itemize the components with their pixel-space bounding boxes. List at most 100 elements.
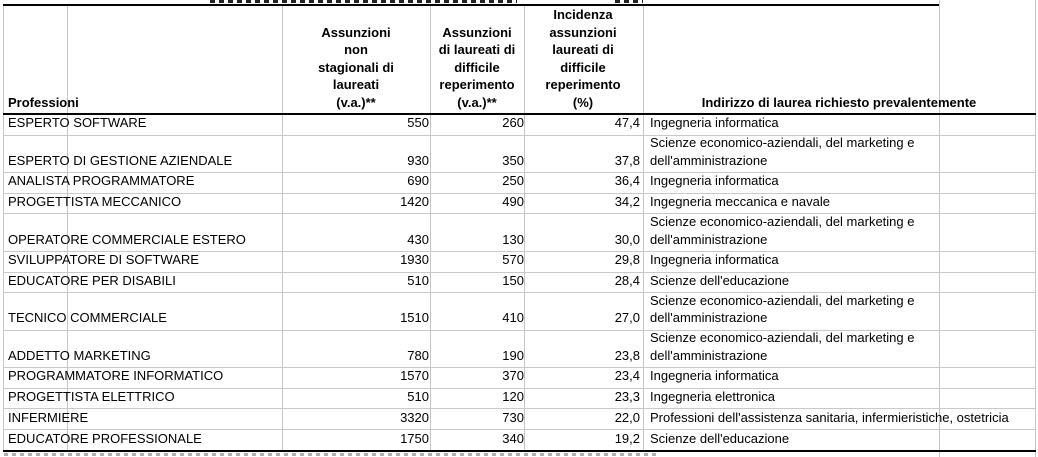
indirizzo-cell: Ingegneria informatica [650, 368, 779, 384]
table-row: ADDETTO MARKETING 780 190 23,8 Scienze econo… [3, 330, 1035, 368]
assunzioni-difficile-cell: 190 [502, 347, 524, 363]
table-top-border [3, 3, 939, 6]
assunzioni-difficile-cell: 570 [502, 252, 524, 268]
grid-line [939, 0, 940, 457]
assunzioni-non-stagionali-cell: 430 [407, 231, 429, 247]
grid-line [3, 4, 4, 450]
indirizzo-cell: Scienze economico-aziendali, del marketi… [650, 214, 915, 247]
indirizzo-cell: Scienze dell'educazione [650, 272, 790, 288]
assunzioni-non-stagionali-cell: 930 [407, 152, 429, 168]
profession-cell: PROGETTISTA MECCANICO [8, 194, 182, 210]
incidenza-pct-cell: 28,4 [614, 272, 640, 288]
assunzioni-non-stagionali-cell: 1510 [400, 310, 429, 326]
table-row: EDUCATORE PER DISABILI 510 150 28,4 Scienze … [3, 273, 1035, 294]
profession-cell: OPERATORE COMMERCIALE ESTERO [8, 231, 246, 247]
assunzioni-non-stagionali-cell: 1750 [400, 431, 429, 447]
assunzioni-non-stagionali-cell: 1570 [400, 368, 429, 384]
incidenza-pct-cell: 22,0 [614, 409, 640, 425]
assunzioni-non-stagionali-cell: 510 [407, 272, 429, 288]
assunzioni-difficile-cell: 340 [502, 431, 524, 447]
table-row: TECNICO COMMERCIALE 1510 410 27,0 Scienze ec… [3, 293, 1035, 331]
incidenza-pct-cell: 23,4 [614, 368, 640, 384]
incidenza-pct-cell: 19,2 [614, 431, 640, 447]
assunzioni-difficile-cell: 730 [502, 409, 524, 425]
assunzioni-difficile-cell: 490 [502, 194, 524, 210]
profession-cell: TECNICO COMMERCIALE [8, 310, 167, 326]
profession-cell: INFERMIERE [8, 409, 89, 425]
assunzioni-difficile-cell: 260 [502, 115, 524, 131]
table-row: ESPERTO DI GESTIONE AZIENDALE 930 350 37,8 S… [3, 135, 1035, 174]
table-row: EDUCATORE PROFESSIONALE 1750 340 19,2 Scienz… [3, 430, 1035, 451]
incidenza-pct-cell: 27,0 [614, 310, 640, 326]
header-assunzioni-difficile-reperimento: Assunzioni di laureati di difficile repe… [438, 24, 516, 110]
header-bottom-border [3, 112, 1036, 115]
grid-line [643, 4, 644, 450]
profession-cell: ESPERTO SOFTWARE [8, 115, 147, 131]
profession-cell: ADDETTO MARKETING [8, 347, 151, 363]
table-row: ANALISTA PROGRAMMATORE 690 250 36,4 Ingegner… [3, 173, 1035, 194]
profession-cell: EDUCATORE PER DISABILI [8, 272, 176, 288]
assunzioni-non-stagionali-cell: 1420 [400, 194, 429, 210]
header-incidenza: Incidenza assunzioni laureati di diffici… [545, 7, 621, 110]
table-header-row: Professioni Assunzioni non stagionali di… [3, 4, 1035, 113]
assunzioni-difficile-cell: 410 [502, 310, 524, 326]
assunzioni-difficile-cell: 350 [502, 152, 524, 168]
table-row: PROGETTISTA MECCANICO 1420 490 34,2 Ingegner… [3, 194, 1035, 215]
profession-cell: PROGETTISTA ELETTRICO [8, 389, 175, 405]
indirizzo-cell: Scienze economico-aziendali, del marketi… [650, 293, 915, 326]
indirizzo-cell: Ingegneria informatica [650, 173, 779, 189]
incidenza-pct-cell: 30,0 [614, 231, 640, 247]
incidenza-pct-cell: 34,2 [614, 194, 640, 210]
assunzioni-non-stagionali-cell: 1930 [400, 252, 429, 268]
clipped-title-text [210, 0, 517, 3]
incidenza-pct-cell: 47,4 [614, 115, 640, 131]
grid-line [67, 4, 68, 450]
indirizzo-cell: Ingegneria meccanica e navale [650, 194, 830, 210]
indirizzo-cell: Ingegneria informatica [650, 252, 779, 268]
header-assunzioni-non-stagionali: Assunzioni non stagionali di laureati (v… [318, 24, 394, 110]
assunzioni-non-stagionali-cell: 690 [407, 173, 429, 189]
assunzioni-non-stagionali-cell: 510 [407, 389, 429, 405]
profession-cell: ANALISTA PROGRAMMATORE [8, 173, 195, 189]
table-row: PROGRAMMATORE INFORMATICO 1570 370 23,4 Inge… [3, 368, 1035, 389]
indirizzo-cell: Professioni dell'assistenza sanitaria, i… [650, 409, 1009, 425]
profession-cell: PROGRAMMATORE INFORMATICO [8, 368, 224, 384]
table-row: ESPERTO SOFTWARE 550 260 47,4 Ingegneria inf… [3, 115, 1035, 136]
clipped-title-text [615, 0, 643, 3]
incidenza-pct-cell: 23,3 [614, 389, 640, 405]
grid-line [1035, 0, 1036, 457]
assunzioni-difficile-cell: 370 [502, 368, 524, 384]
header-professioni: Professioni [8, 94, 79, 110]
assunzioni-difficile-cell: 250 [502, 173, 524, 189]
incidenza-pct-cell: 29,8 [614, 252, 640, 268]
profession-cell: SVILUPPATORE DI SOFTWARE [8, 252, 199, 268]
assunzioni-difficile-cell: 130 [502, 231, 524, 247]
clipped-footnote-text [4, 453, 660, 456]
profession-cell: EDUCATORE PROFESSIONALE [8, 431, 202, 447]
header-indirizzo-di-laurea: Indirizzo di laurea richiesto prevalente… [701, 94, 977, 110]
indirizzo-cell: Scienze dell'educazione [650, 431, 790, 447]
table-row: SVILUPPATORE DI SOFTWARE 1930 570 29,8 Ingeg… [3, 252, 1035, 273]
table-row: PROGETTISTA ELETTRICO 510 120 23,3 Ingegneri… [3, 389, 1035, 410]
assunzioni-non-stagionali-cell: 3320 [400, 409, 429, 425]
indirizzo-cell: Ingegneria elettronica [650, 389, 776, 405]
indirizzo-cell: Scienze economico-aziendali, del marketi… [650, 330, 915, 363]
incidenza-pct-cell: 37,8 [614, 152, 640, 168]
indirizzo-cell: Ingegneria informatica [650, 115, 779, 131]
assunzioni-non-stagionali-cell: 780 [407, 347, 429, 363]
table-row: OPERATORE COMMERCIALE ESTERO 430 130 30,0 Sc… [3, 214, 1035, 252]
assunzioni-non-stagionali-cell: 550 [407, 115, 429, 131]
table-bottom-border [3, 449, 1036, 452]
table-row: INFERMIERE 3320 730 22,0 Professioni dell'as… [3, 409, 1035, 431]
assunzioni-difficile-cell: 150 [502, 272, 524, 288]
incidenza-pct-cell: 36,4 [614, 173, 640, 189]
grid-line [282, 4, 283, 450]
profession-cell: ESPERTO DI GESTIONE AZIENDALE [8, 152, 233, 168]
table-body: ESPERTO SOFTWARE 550 260 47,4 Ingegneria inf… [3, 115, 1035, 451]
indirizzo-cell: Scienze economico-aziendali, del marketi… [650, 135, 915, 168]
assunzioni-difficile-cell: 120 [502, 389, 524, 405]
grid-line [430, 4, 431, 450]
incidenza-pct-cell: 23,8 [614, 347, 640, 363]
grid-line [524, 4, 525, 450]
